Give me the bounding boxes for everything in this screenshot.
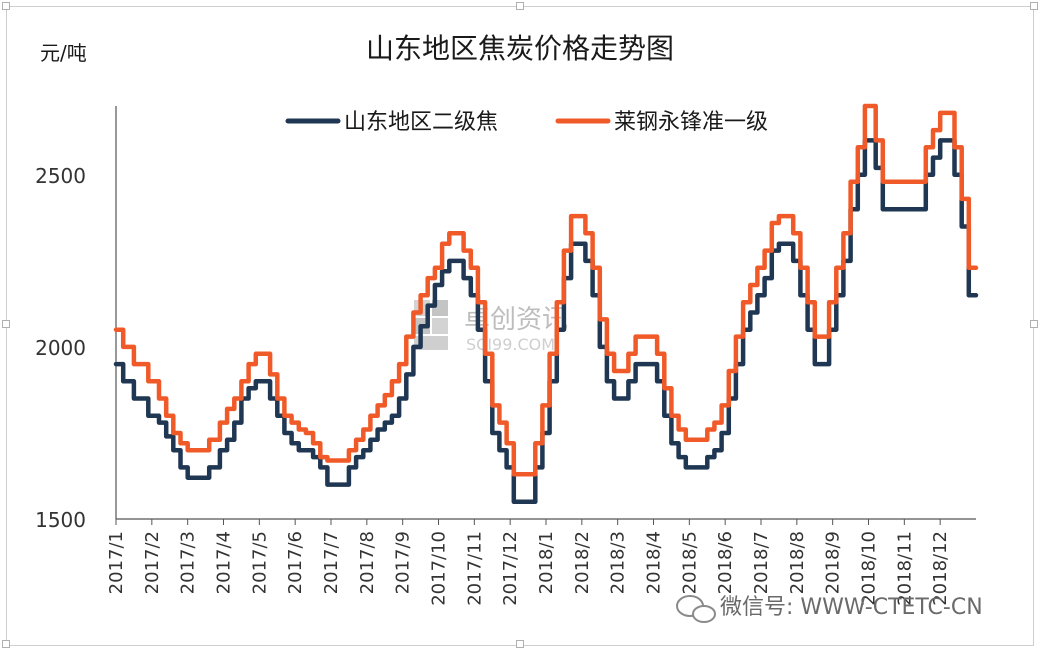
footer: 微信号: WWW-CTETC-CN [676,595,983,623]
resize-handle-mid-left[interactable] [2,320,10,328]
x-tick-label: 2018/2 [572,531,593,594]
x-tick-label: 2017/7 [321,531,342,594]
x-tick-label: 2018/1 [536,531,557,594]
x-tick-label: 2018/12 [930,531,951,606]
y-axis-unit: 元/吨 [40,41,87,65]
x-tick-label: 2018/7 [751,531,772,594]
y-tick-label: 2000 [35,336,86,360]
legend-label-series-1: 山东地区二级焦 [344,110,498,135]
wechat-icon [676,595,716,623]
x-tick-label: 2017/3 [178,531,199,594]
x-tick-label: 2017/5 [249,531,270,594]
resize-handle-top-mid[interactable] [516,2,524,10]
y-tick-label: 2500 [35,164,86,188]
series-line-shandong-grade2 [113,138,979,505]
resize-handle-top-left[interactable] [2,2,10,10]
x-tick-label: 2018/5 [679,531,700,594]
wechat-id-text: 微信号: WWW-CTETC-CN [720,595,983,620]
watermark: 卓创资讯 SCI99.COM [414,300,568,354]
x-tick-label: 2017/6 [285,531,306,594]
resize-handle-mid-right[interactable] [1030,320,1038,328]
x-tick-label: 2018/10 [859,531,880,606]
legend-label-series-2: 莱钢永锋准一级 [614,110,768,135]
x-tick-label: 2018/11 [894,531,915,606]
x-tick-label: 2017/11 [464,531,485,606]
x-tick-label: 2017/10 [429,531,450,606]
x-tick-label: 2017/1 [106,531,127,594]
x-tick-label: 2018/4 [644,531,665,594]
series-layer [113,103,979,505]
x-tick-label: 2018/8 [787,531,808,594]
y-tick-label: 1500 [35,508,86,532]
series-line-laigang-yongfeng [113,103,979,477]
x-tick-label: 2017/9 [393,531,414,594]
resize-handle-bottom-mid[interactable] [516,640,524,648]
axes: 1500 2000 2500 2017/1 2017/2 2017/3 2017/4 2017… [35,106,976,606]
x-tick-label: 2017/12 [500,531,521,606]
resize-handle-bottom-left[interactable] [2,640,10,648]
x-tick-label: 2017/8 [357,531,378,594]
watermark-site: SCI99.COM [466,335,555,354]
x-tick-label: 2018/6 [715,531,736,594]
x-tick-label: 2018/3 [608,531,629,594]
resize-handle-top-right[interactable] [1030,2,1038,10]
x-tick-label: 2017/4 [214,531,235,594]
x-tick-label: 2018/9 [823,531,844,594]
x-tick-label: 2017/2 [142,531,163,594]
chart-title: 山东地区焦炭价格走势图 [366,32,674,65]
chart-legend: 山东地区二级焦 莱钢永锋准一级 [285,110,768,135]
